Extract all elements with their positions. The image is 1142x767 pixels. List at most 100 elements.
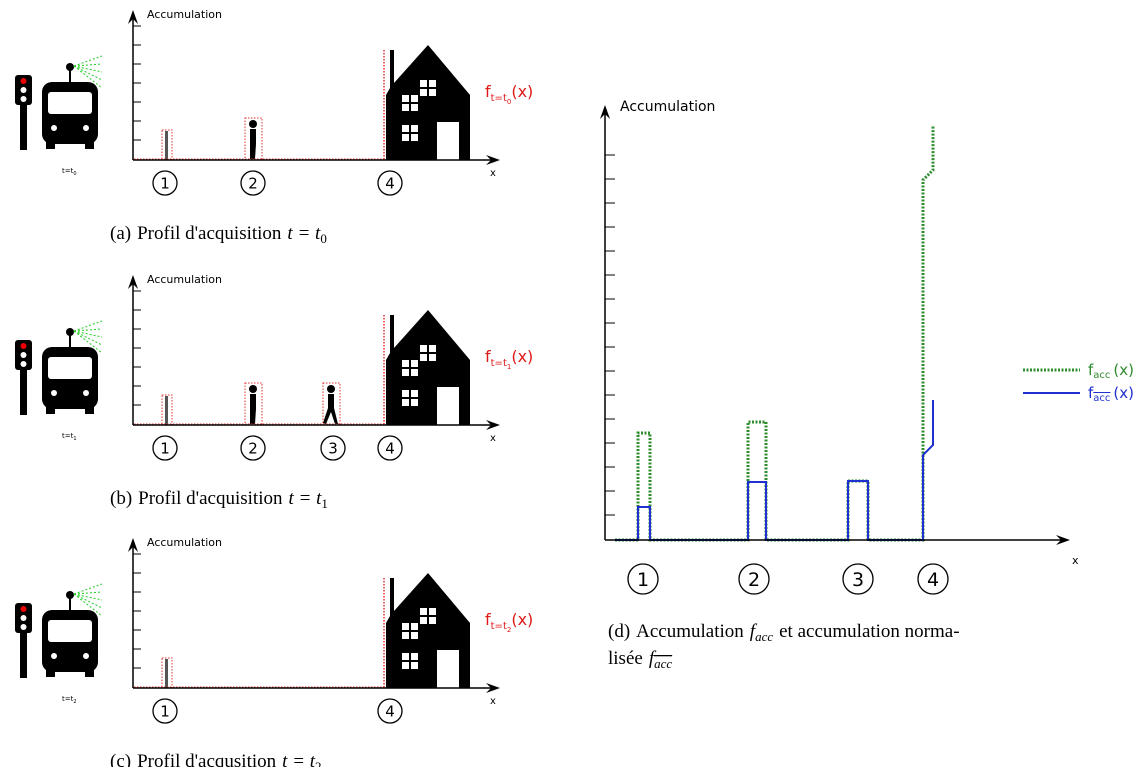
function-arg: (x) [511,82,533,101]
f-acc-curve [615,125,935,542]
axis-label: Accumulation [620,99,715,115]
bus-lamp [83,653,89,659]
legend-f: f [1088,384,1094,402]
person-body [250,129,256,159]
window-frame [420,80,436,96]
light [20,624,27,630]
legend-f: f [1088,361,1094,379]
sensor-ray [73,330,103,338]
marker-label: 4 [385,439,395,457]
sensor-ray [73,330,103,354]
function-label: ft=t0(x) [485,82,533,106]
legend-arg: (x) [1113,384,1134,402]
marker-circle [627,563,659,595]
sensor-ray [73,583,103,595]
sensor-ray [73,591,103,595]
x-label: x [490,168,496,179]
y-arrow [128,275,138,289]
caption: (c) Profil d'acqusition t = t2 [110,751,322,767]
marker-label: 4 [385,174,395,192]
wheel [46,668,55,677]
bus-window [48,620,92,642]
bus-window [48,357,92,379]
x-arrow [1056,535,1070,545]
sensor-ray [73,330,103,346]
bus-label-text: t=t [62,432,74,440]
axis-label: Accumulation [147,536,222,549]
caption-sub: 0 [320,231,327,246]
window-frame [402,623,418,639]
window-frame [402,95,418,111]
person-head [249,120,257,128]
wheel [46,140,55,149]
wheel [85,405,94,414]
light [20,615,27,621]
bus-label-sub: 2 [73,699,76,705]
bus-lamp [83,125,89,131]
function-sub: t=t [491,621,507,632]
caption-text: et accumulation norma- [779,621,959,642]
light [20,343,27,349]
bus-window [48,92,92,114]
marker-circle [240,435,266,461]
marker-circle [377,698,403,724]
marker-circle [152,170,178,196]
caption: (d) Accumulation facc et accumulation norma… [608,621,960,644]
wheel [85,668,94,677]
sensor-ray [73,65,103,81]
light [20,87,27,93]
function-label: ft=t2(x) [485,610,533,634]
marker-label: 1 [160,174,170,192]
caption-text: Profil d'acquisition [138,488,283,509]
caption-text: Accumulation [636,621,744,642]
door [437,650,459,688]
traffic-pole [20,603,27,678]
sensor-ray [73,320,103,332]
window-frame [402,653,418,669]
sensor-ray [73,65,103,73]
function-name: f [485,610,491,629]
caption-sub: acc [755,629,773,644]
light [20,96,27,102]
marker-circle [842,563,874,595]
traffic-pole [20,75,27,150]
marker-circle [377,170,403,196]
caption-sub: 1 [321,496,328,511]
caption-text: lisée [608,648,643,669]
bus-label: t=t2 [62,695,77,705]
pole [165,131,168,160]
sensor-ray [73,593,103,601]
marker-label: 3 [852,569,864,591]
door [437,387,459,425]
caption-sub: 2 [315,759,322,767]
bus-label-sub: 0 [73,171,76,177]
wheel [46,405,55,414]
person-head [249,385,257,393]
axis-label: Accumulation [147,273,222,286]
legend-arg: (x) [1113,361,1134,379]
light [20,78,27,84]
legend-sub: acc [1093,393,1110,404]
sensor-ray [73,63,103,67]
antenna-tip [66,591,74,599]
caption-text: Profil d'acquisition [137,223,282,244]
function-name: f [485,347,491,366]
marker-label: 2 [748,569,760,591]
marker-label: 2 [248,439,258,457]
bus-lamp [83,390,89,396]
x-label: x [1072,554,1079,567]
wheel [85,140,94,149]
pole [165,659,168,688]
window-frame [402,390,418,406]
traffic-pole [20,340,27,415]
x-arrow [486,155,500,165]
marker-label: 4 [927,569,939,591]
caption-math: t = t [288,488,322,509]
caption: (b) Profil d'acquisition t = t1 [110,488,328,511]
caption-math: t = t [282,751,316,767]
function-label: ft=t1(x) [485,347,533,371]
f-acc-norm-curve [615,400,934,541]
